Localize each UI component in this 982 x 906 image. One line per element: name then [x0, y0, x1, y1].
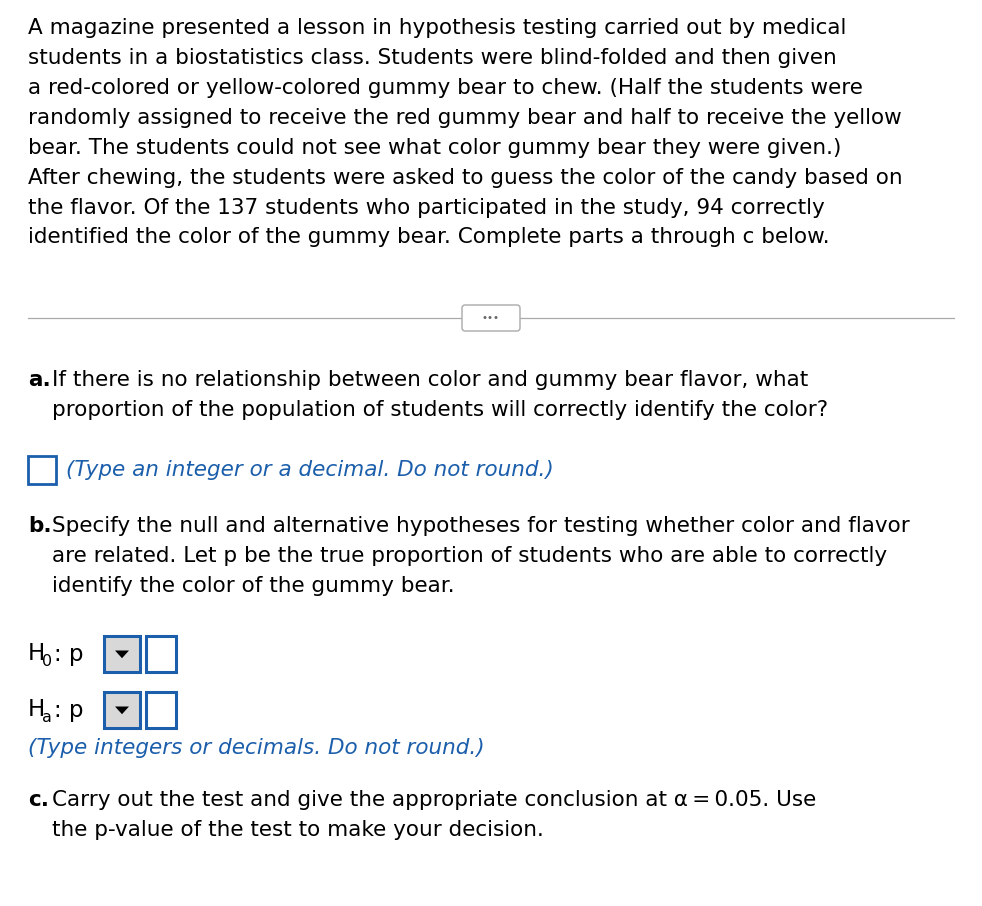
FancyBboxPatch shape	[104, 692, 140, 728]
Text: (Type integers or decimals. Do not round.): (Type integers or decimals. Do not round…	[28, 738, 485, 758]
Text: : p: : p	[54, 642, 83, 666]
FancyBboxPatch shape	[462, 305, 520, 331]
Text: If there is no relationship between color and gummy bear flavor, what
proportion: If there is no relationship between colo…	[52, 370, 828, 419]
Text: : p: : p	[54, 699, 83, 721]
Polygon shape	[115, 651, 129, 658]
Text: b.: b.	[28, 516, 52, 536]
Text: Carry out the test and give the appropriate conclusion at α = 0.05. Use
the p-va: Carry out the test and give the appropri…	[52, 790, 816, 840]
FancyBboxPatch shape	[146, 636, 176, 672]
Text: (Type an integer or a decimal. Do not round.): (Type an integer or a decimal. Do not ro…	[66, 460, 554, 480]
Text: Specify the null and alternative hypotheses for testing whether color and flavor: Specify the null and alternative hypothe…	[52, 516, 909, 596]
Polygon shape	[115, 707, 129, 714]
Text: 0: 0	[42, 654, 52, 670]
FancyBboxPatch shape	[104, 636, 140, 672]
FancyBboxPatch shape	[146, 692, 176, 728]
Text: a: a	[42, 710, 52, 726]
Text: H: H	[28, 642, 45, 666]
Text: H: H	[28, 699, 45, 721]
Text: •••: •••	[482, 313, 500, 323]
Text: c.: c.	[28, 790, 49, 810]
Text: A magazine presented a lesson in hypothesis testing carried out by medical
stude: A magazine presented a lesson in hypothe…	[28, 18, 902, 247]
FancyBboxPatch shape	[28, 456, 56, 484]
Text: a.: a.	[28, 370, 51, 390]
